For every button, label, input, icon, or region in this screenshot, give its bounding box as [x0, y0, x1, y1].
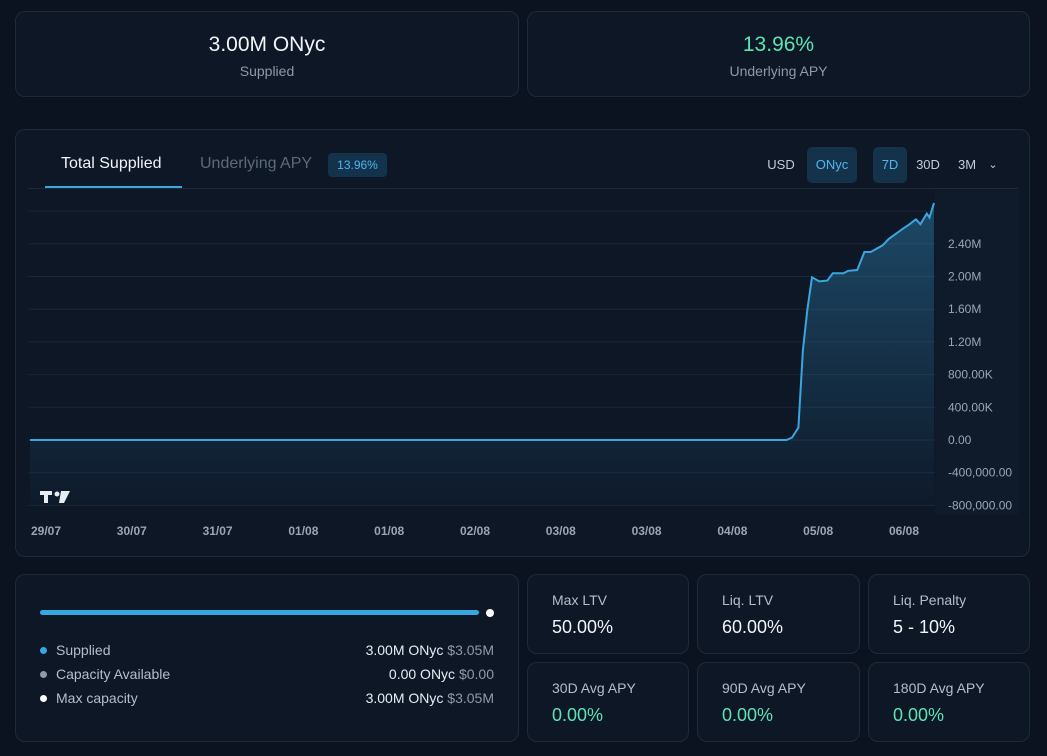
y-tick-label: -800,000.00 [948, 498, 1012, 512]
tab-total-supplied[interactable]: Total Supplied [61, 155, 162, 172]
x-tick-label: 29/07 [31, 524, 61, 538]
y-axis-panel [935, 190, 1018, 515]
y-tick-label: 0.00 [948, 433, 972, 447]
liq-ltv-card: Liq. LTV 60.00% [697, 574, 860, 654]
currency-onyc-button[interactable]: ONyc [807, 147, 857, 183]
y-tick-label: 800.00K [948, 368, 993, 382]
max-ltv-card: Max LTV 50.00% [527, 574, 689, 654]
x-tick-label: 03/08 [546, 524, 576, 538]
range-3m-button[interactable]: 3M [957, 157, 977, 172]
max-capacity-dot-icon [40, 695, 47, 702]
apy-value: 13.96% [742, 33, 815, 56]
y-tick-label: 1.60M [948, 302, 981, 316]
capacity-progress-fill [40, 610, 479, 615]
x-tick-label: 04/08 [717, 524, 747, 538]
legend-max-capacity: Max capacity 3.00M ONyc $3.05M [40, 690, 494, 708]
currency-usd-button[interactable]: USD [767, 157, 795, 172]
x-tick-label: 31/07 [203, 524, 233, 538]
supplied-label: Supplied [239, 63, 295, 79]
apy-label: Underlying APY [729, 63, 828, 79]
active-tab-indicator [45, 186, 182, 188]
tabs-divider [28, 188, 1018, 189]
range-7d-button[interactable]: 7D [873, 147, 907, 183]
y-tick-label: -400,000.00 [948, 466, 1012, 480]
capacity-progress-track [40, 610, 479, 615]
supplied-dot-icon [40, 647, 47, 654]
series-line [30, 202, 935, 441]
avg-apy-90d-card: 90D Avg APY 0.00% [697, 662, 860, 742]
apy-badge: 13.96% [328, 153, 387, 177]
x-tick-label: 01/08 [374, 524, 404, 538]
max-capacity-marker [486, 609, 494, 617]
x-tick-label: 06/08 [889, 524, 919, 538]
apy-stat-card: 13.96% Underlying APY [527, 11, 1030, 97]
y-tick-label: 2.40M [948, 237, 981, 251]
capacity-dot-icon [40, 671, 47, 678]
range-30d-button[interactable]: 30D [916, 157, 940, 172]
chevron-down-icon[interactable]: ⌄ [988, 159, 998, 171]
x-tick-label: 03/08 [632, 524, 662, 538]
liq-penalty-card: Liq. Penalty 5 - 10% [868, 574, 1030, 654]
x-tick-label: 01/08 [288, 524, 318, 538]
tab-underlying-apy[interactable]: Underlying APY [200, 155, 313, 172]
capacity-card [15, 574, 519, 742]
supplied-stat-card: 3.00M ONyc Supplied [15, 11, 519, 97]
x-tick-label: 02/08 [460, 524, 490, 538]
legend-capacity-available: Capacity Available 0.00 ONyc $0.00 [40, 666, 494, 684]
y-tick-label: 2.00M [948, 270, 981, 284]
x-tick-label: 05/08 [803, 524, 833, 538]
avg-apy-180d-card: 180D Avg APY 0.00% [868, 662, 1030, 742]
y-tick-label: 400.00K [948, 400, 993, 414]
y-tick-label: 1.20M [948, 335, 981, 349]
series-area [30, 202, 934, 506]
avg-apy-30d-card: 30D Avg APY 0.00% [527, 662, 689, 742]
tradingview-logo-icon [40, 491, 70, 503]
supplied-value: 3.00M ONyc [208, 33, 326, 56]
x-tick-label: 30/07 [117, 524, 147, 538]
legend-supplied: Supplied 3.00M ONyc $3.05M [40, 642, 494, 660]
